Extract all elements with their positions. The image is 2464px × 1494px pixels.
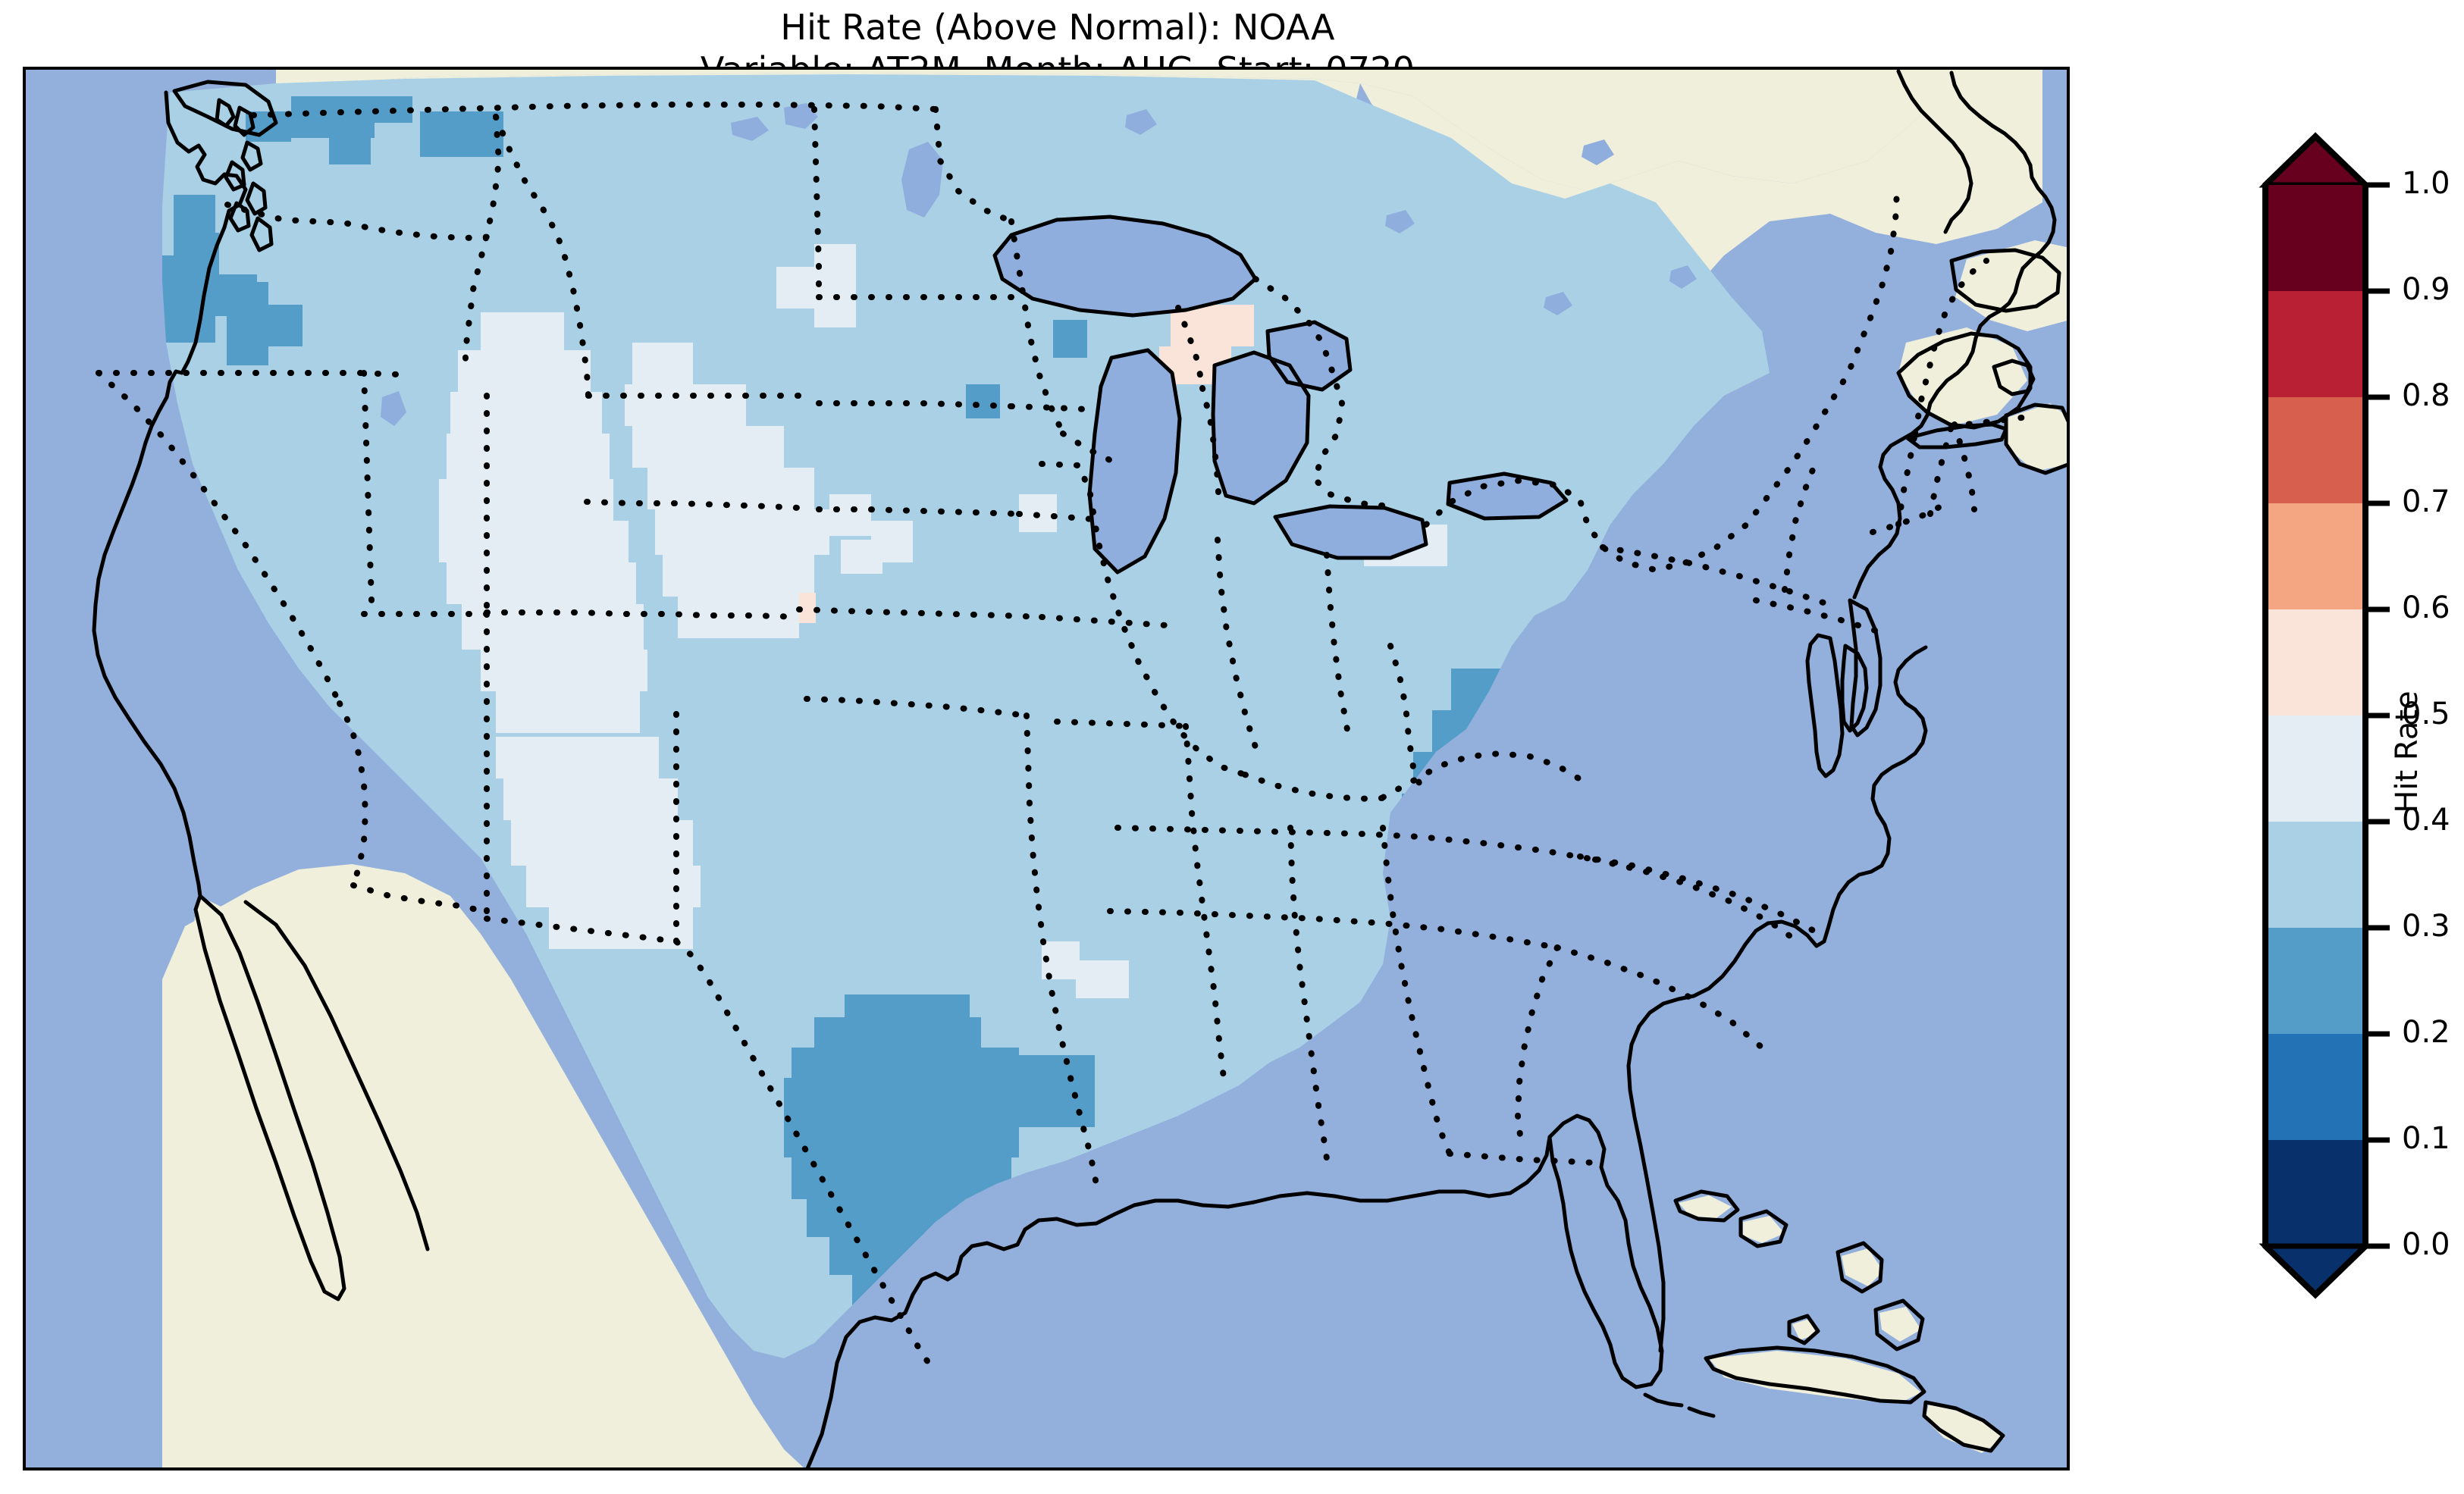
cbar-tick-5: 0.5 <box>2402 697 2450 731</box>
cbar-tick-9: 0.1 <box>2402 1121 2450 1156</box>
colorbar-canvas: 1.0 0.9 0.8 0.7 0.6 0.5 0.4 0.3 0.2 0.1 … <box>2259 132 2450 1299</box>
colorbar-ticks <box>2365 182 2390 1249</box>
lakes-layer <box>381 103 1697 570</box>
colorbar: 1.0 0.9 0.8 0.7 0.6 0.5 0.4 0.3 0.2 0.1 … <box>2229 115 2456 1389</box>
colorbar-tick-labels: 1.0 0.9 0.8 0.7 0.6 0.5 0.4 0.3 0.2 0.1 … <box>2402 166 2450 1262</box>
colorbar-extend-min-arrow <box>2259 1243 2372 1298</box>
colorbar-axis-label: Hit Rate <box>2390 691 2425 813</box>
colorbar-extend-max-arrow <box>2259 133 2372 188</box>
cbar-tick-4: 0.6 <box>2402 590 2450 625</box>
cbar-tick-10: 0.0 <box>2402 1227 2450 1262</box>
map-axes <box>23 67 2070 1471</box>
cbar-tick-0: 1.0 <box>2402 166 2450 201</box>
colorbar-bands <box>2259 132 2372 1299</box>
cbar-tick-1: 0.9 <box>2402 272 2450 307</box>
cbar-tick-2: 0.8 <box>2402 378 2450 413</box>
cbar-tick-3: 0.7 <box>2402 484 2450 519</box>
cbar-tick-7: 0.3 <box>2402 909 2450 944</box>
map-canvas <box>26 70 2067 1467</box>
cbar-tick-6: 0.4 <box>2402 803 2450 838</box>
chart-title-line1: Hit Rate (Above Normal): NOAA <box>780 7 1335 48</box>
cbar-tick-8: 0.2 <box>2402 1015 2450 1050</box>
state-borders-layer <box>96 102 2030 1377</box>
